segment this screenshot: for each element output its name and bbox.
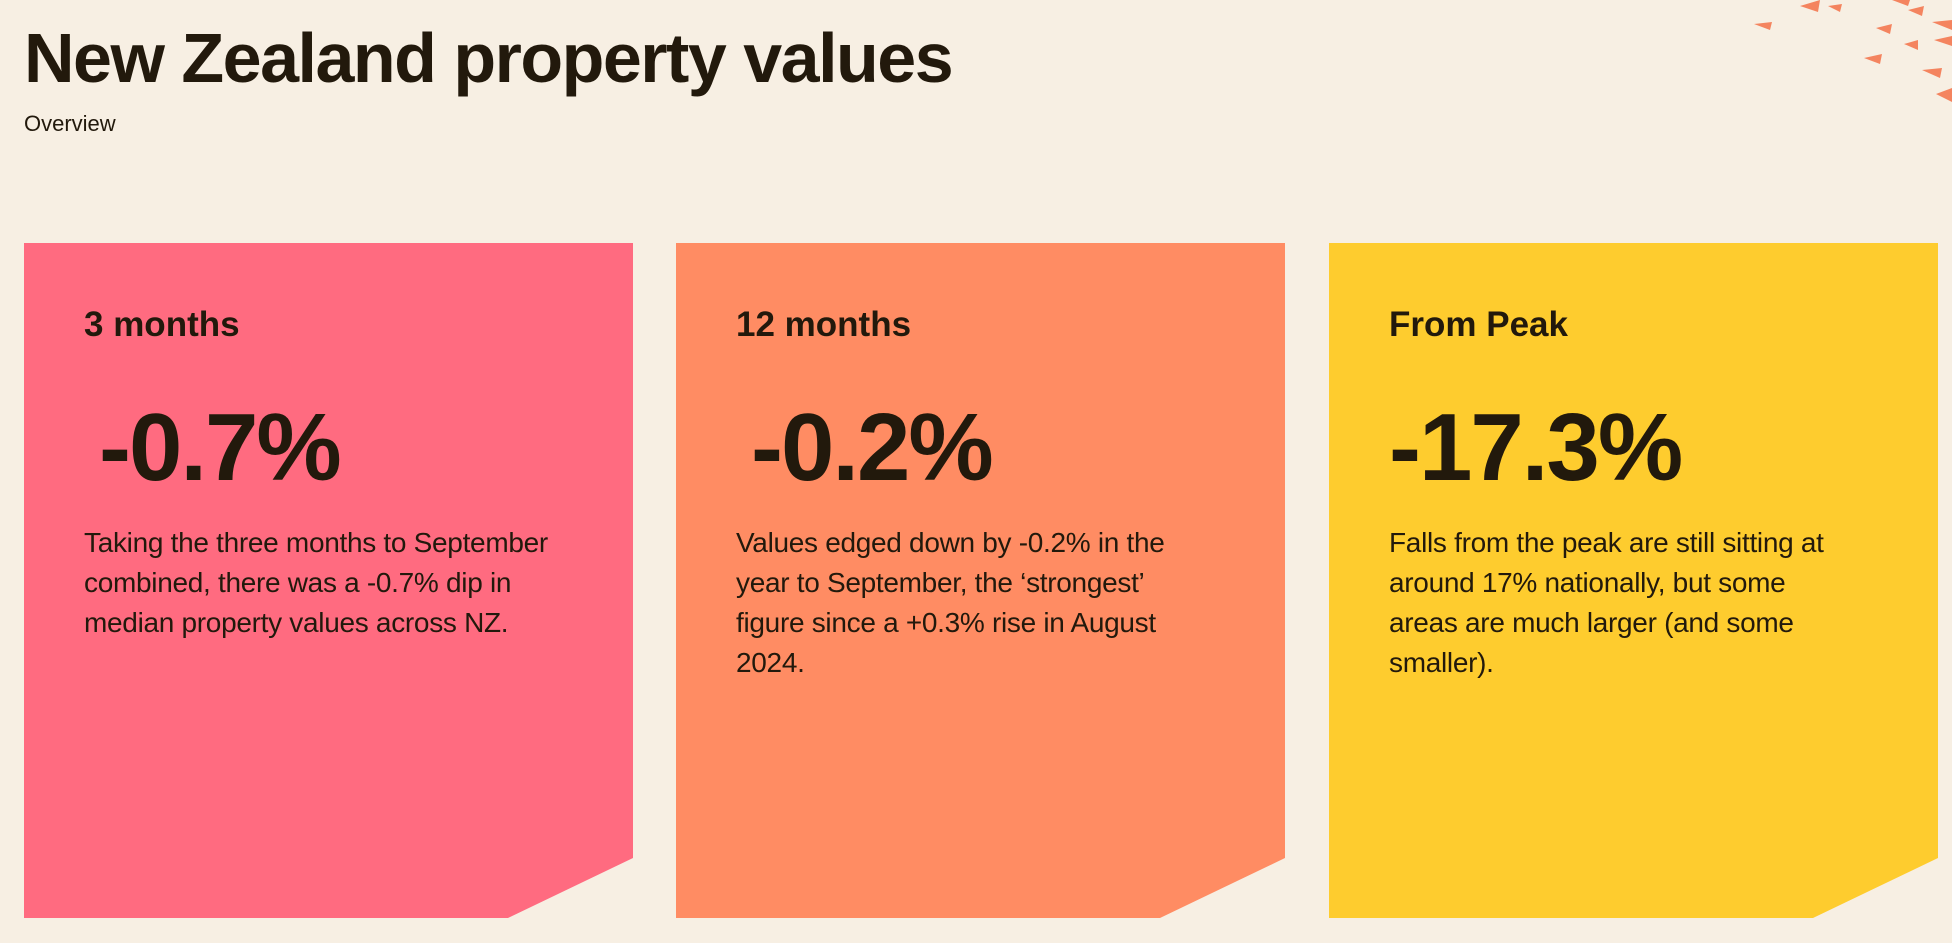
page-subtitle: Overview bbox=[24, 111, 116, 136]
card-description: Taking the three months to September com… bbox=[84, 527, 548, 638]
card-heading: From Peak bbox=[1389, 305, 1568, 344]
decorative-triangle bbox=[1800, 0, 1820, 12]
decorative-triangle bbox=[1934, 36, 1952, 46]
stat-card-from-peak: From Peak -17.3% Falls from the peak are… bbox=[1329, 243, 1938, 918]
stat-card-12-months: 12 months -0.2% Values edged down by -0.… bbox=[676, 243, 1285, 918]
decorative-triangle bbox=[1864, 54, 1882, 64]
decorative-triangles bbox=[1754, 0, 1952, 102]
decorative-triangle bbox=[1932, 20, 1952, 30]
decorative-triangle bbox=[1922, 68, 1942, 78]
card-heading: 3 months bbox=[84, 305, 240, 344]
card-value: -17.3% bbox=[1389, 394, 1683, 501]
page-title: New Zealand property values bbox=[24, 19, 954, 97]
decorative-triangle bbox=[1876, 24, 1892, 34]
decorative-triangle bbox=[1936, 88, 1952, 102]
decorative-triangle bbox=[1754, 22, 1772, 30]
card-description: Falls from the peak are still sitting at… bbox=[1389, 527, 1824, 678]
card-description: Values edged down by -0.2% in the year t… bbox=[736, 527, 1165, 678]
card-heading: 12 months bbox=[736, 305, 912, 344]
decorative-triangle bbox=[1904, 40, 1918, 50]
decorative-triangle bbox=[1908, 6, 1924, 16]
card-value: -0.7% bbox=[99, 394, 342, 501]
card-value: -0.2% bbox=[751, 394, 994, 501]
decorative-triangle bbox=[1828, 4, 1842, 12]
stat-card-3-months: 3 months -0.7% Taking the three months t… bbox=[24, 243, 633, 918]
decorative-triangle bbox=[1892, 0, 1910, 6]
